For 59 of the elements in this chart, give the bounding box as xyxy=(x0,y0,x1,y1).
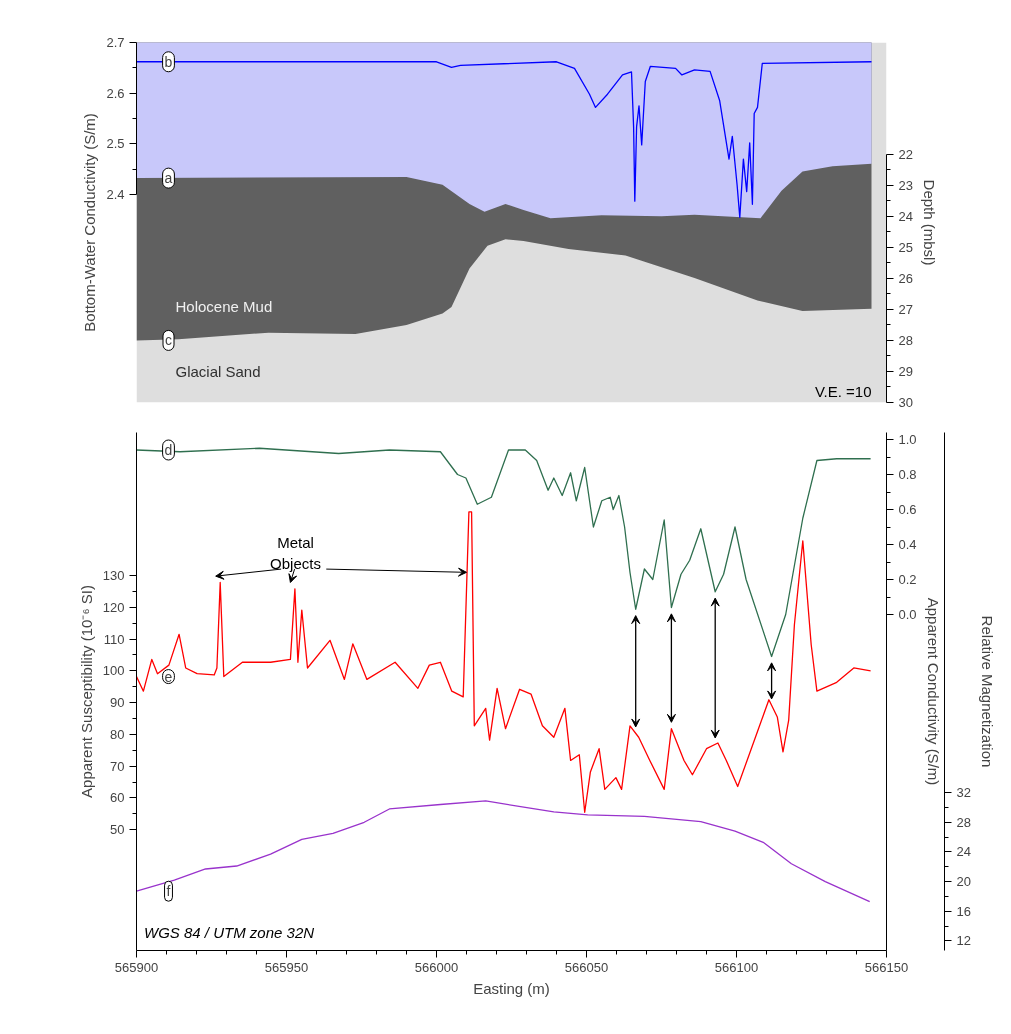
y2-tick-label: 24 xyxy=(898,208,913,224)
y2-tick-label: 0.8 xyxy=(898,467,917,482)
y2-axis-title: Apparent Conductivity (S/m) xyxy=(924,597,942,786)
y-tick-label: 80 xyxy=(110,726,125,742)
y3-axis-title: Relative Magnetization xyxy=(978,615,996,768)
y3-tick-label: 32 xyxy=(956,785,971,801)
annotation: WGS 84 / UTM zone 32N xyxy=(144,923,315,941)
y-tick-label: 2.5 xyxy=(106,136,125,152)
y-tick-label: 100 xyxy=(102,663,125,679)
x-tick-label: 565900 xyxy=(114,959,159,975)
y-tick-label: 120 xyxy=(102,599,125,615)
annotation: Glacial Sand xyxy=(175,363,261,381)
y2-tick-label: 1.0 xyxy=(898,432,917,447)
y-tick-label: 2.4 xyxy=(106,187,125,203)
annotation: V.E. =10 xyxy=(814,383,872,401)
annotation: Metal Objects xyxy=(270,534,321,572)
y-tick-label: 130 xyxy=(102,568,125,584)
y3-tick-label: 12 xyxy=(956,933,971,949)
y-tick-label: 60 xyxy=(110,790,125,806)
series-label: d xyxy=(164,442,173,458)
series-label: f xyxy=(166,883,171,900)
y2-tick-label: 23 xyxy=(898,177,913,193)
series-label: c xyxy=(165,332,172,349)
y2-tick-label: 0.0 xyxy=(898,607,917,622)
y-tick-label: 2.6 xyxy=(106,85,125,101)
y-tick-label: 50 xyxy=(110,822,125,838)
series-label: e xyxy=(164,668,173,685)
x-tick-label: 566150 xyxy=(864,959,909,975)
x-tick-label: 566000 xyxy=(414,959,459,975)
y3-tick-label: 16 xyxy=(956,903,971,919)
y2-tick-label: 0.2 xyxy=(898,572,917,587)
annotation: Holocene Mud xyxy=(175,297,273,315)
y-axis-title: Bottom-Water Conductivity (S/m) xyxy=(81,113,99,332)
line-series xyxy=(136,800,871,903)
y2-tick-label: 27 xyxy=(898,301,913,317)
y2-tick-label: 0.4 xyxy=(898,537,917,552)
x-axis-title: Easting (m) xyxy=(473,979,550,997)
y2-axis-title: Depth (mbsl) xyxy=(920,179,938,266)
y2-tick-label: 22 xyxy=(898,146,913,162)
y2-tick-label: 26 xyxy=(898,270,913,286)
y-tick-label: 90 xyxy=(110,695,125,711)
y3-tick-label: 24 xyxy=(956,844,971,860)
x-tick-label: 565950 xyxy=(264,959,309,975)
y2-tick-label: 25 xyxy=(898,239,913,255)
y-tick-label: 110 xyxy=(103,631,125,647)
series-label: b xyxy=(164,53,173,70)
x-tick-label: 566050 xyxy=(564,959,609,975)
x-tick-label: 566100 xyxy=(714,959,759,975)
y-tick-label: 70 xyxy=(110,758,125,774)
y2-tick-label: 28 xyxy=(898,332,913,348)
series-label: a xyxy=(164,170,173,187)
y-tick-label: 2.7 xyxy=(106,35,125,50)
y3-tick-label: 28 xyxy=(956,814,971,830)
line-series xyxy=(136,511,872,813)
y3-tick-label: 20 xyxy=(956,874,971,890)
y2-tick-label: 0.6 xyxy=(898,502,917,517)
y2-tick-label: 29 xyxy=(898,363,913,379)
y2-tick-label: 30 xyxy=(898,395,913,410)
y-axis-title: Apparent Susceptibility (10⁻⁶ SI) xyxy=(77,585,95,798)
